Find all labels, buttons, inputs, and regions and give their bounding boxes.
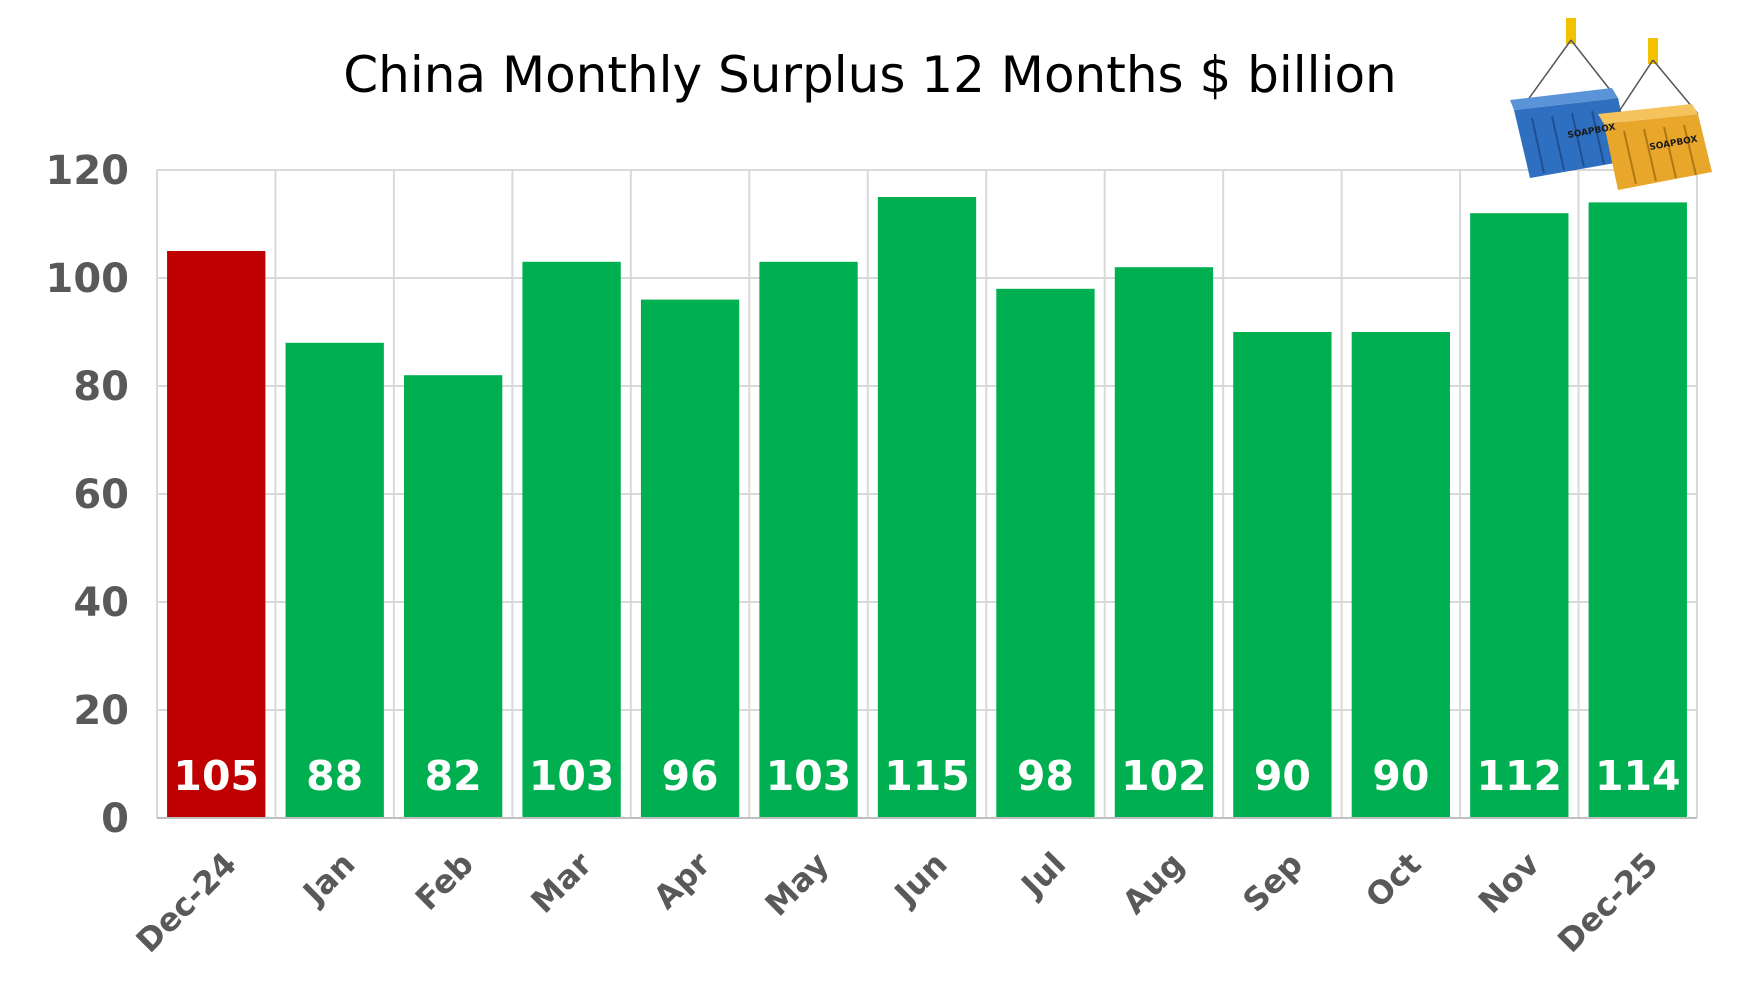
- bar-nov: [1470, 213, 1569, 818]
- y-tick-label-2: 40: [73, 580, 129, 626]
- data-label-feb: 82: [425, 752, 482, 800]
- x-tick-label-jan: Jan: [294, 845, 362, 913]
- x-tick-label-jul: Jul: [1013, 845, 1074, 906]
- x-tick-label-dec-25: Dec-25: [1550, 845, 1665, 960]
- bar-may: [759, 261, 858, 818]
- data-labels: 105 88 82 103 96 103 115 98 102 90 90 112 114: [173, 752, 1680, 800]
- bar-dec-24: [167, 251, 266, 818]
- bar-apr: [640, 299, 740, 819]
- y-tick-label-3: 60: [73, 472, 129, 518]
- bars: [167, 197, 1687, 819]
- x-tick-label-oct: Oct: [1358, 845, 1428, 915]
- x-tick-label-apr: Apr: [646, 845, 718, 917]
- y-tick-label-4: 80: [73, 364, 129, 410]
- bar-mar: [522, 261, 621, 818]
- data-label-mar: 103: [529, 752, 615, 800]
- x-tick-label-jun: Jun: [886, 845, 955, 914]
- crane-hook-icon: [1566, 18, 1576, 44]
- bar-jun: [877, 197, 977, 818]
- data-label-jun: 115: [884, 752, 970, 800]
- bar-oct: [1351, 332, 1451, 818]
- data-label-oct: 90: [1372, 752, 1429, 800]
- y-tick-label-6: 120: [46, 148, 130, 194]
- data-label-nov: 112: [1477, 752, 1563, 800]
- x-tick-label-dec-24: Dec-24: [129, 845, 244, 960]
- data-label-aug: 102: [1121, 752, 1207, 800]
- bar-jul: [996, 288, 1095, 818]
- x-tick-label-sep: Sep: [1235, 845, 1310, 920]
- x-tick-label-aug: Aug: [1115, 845, 1192, 922]
- x-axis-ticks: Dec-24 Jan Feb Mar Apr May Jun Jul Aug Sep Oct Nov D…: [129, 845, 1666, 960]
- data-label-dec-25: 114: [1595, 752, 1681, 800]
- bar-dec-25: [1588, 202, 1687, 818]
- data-label-may: 103: [766, 752, 852, 800]
- x-tick-label-mar: Mar: [523, 845, 599, 921]
- soapbox-containers-logo: SOAPBOX SOAPBOX: [1510, 18, 1712, 190]
- data-label-sep: 90: [1254, 752, 1311, 800]
- crane-hook-icon-2: [1648, 38, 1658, 64]
- data-label-apr: 96: [662, 752, 719, 800]
- x-tick-label-nov: Nov: [1471, 845, 1547, 921]
- bar-sep: [1233, 332, 1332, 818]
- chart-title: China Monthly Surplus 12 Months $ billio…: [343, 46, 1397, 104]
- data-label-jul: 98: [1017, 752, 1074, 800]
- y-tick-label-1: 20: [73, 688, 129, 734]
- y-axis-ticks: 0 20 40 60 80 100 120: [46, 148, 130, 842]
- data-label-dec-24: 105: [173, 752, 259, 800]
- bar-aug: [1114, 267, 1214, 818]
- y-tick-label-5: 100: [46, 256, 130, 302]
- x-tick-label-may: May: [757, 845, 836, 924]
- bar-feb: [403, 375, 503, 818]
- orange-container-icon: [1604, 114, 1712, 190]
- x-tick-label-feb: Feb: [408, 845, 481, 918]
- data-label-jan: 88: [306, 752, 363, 800]
- bar-jan: [285, 342, 384, 818]
- y-tick-label-0: 0: [101, 796, 129, 842]
